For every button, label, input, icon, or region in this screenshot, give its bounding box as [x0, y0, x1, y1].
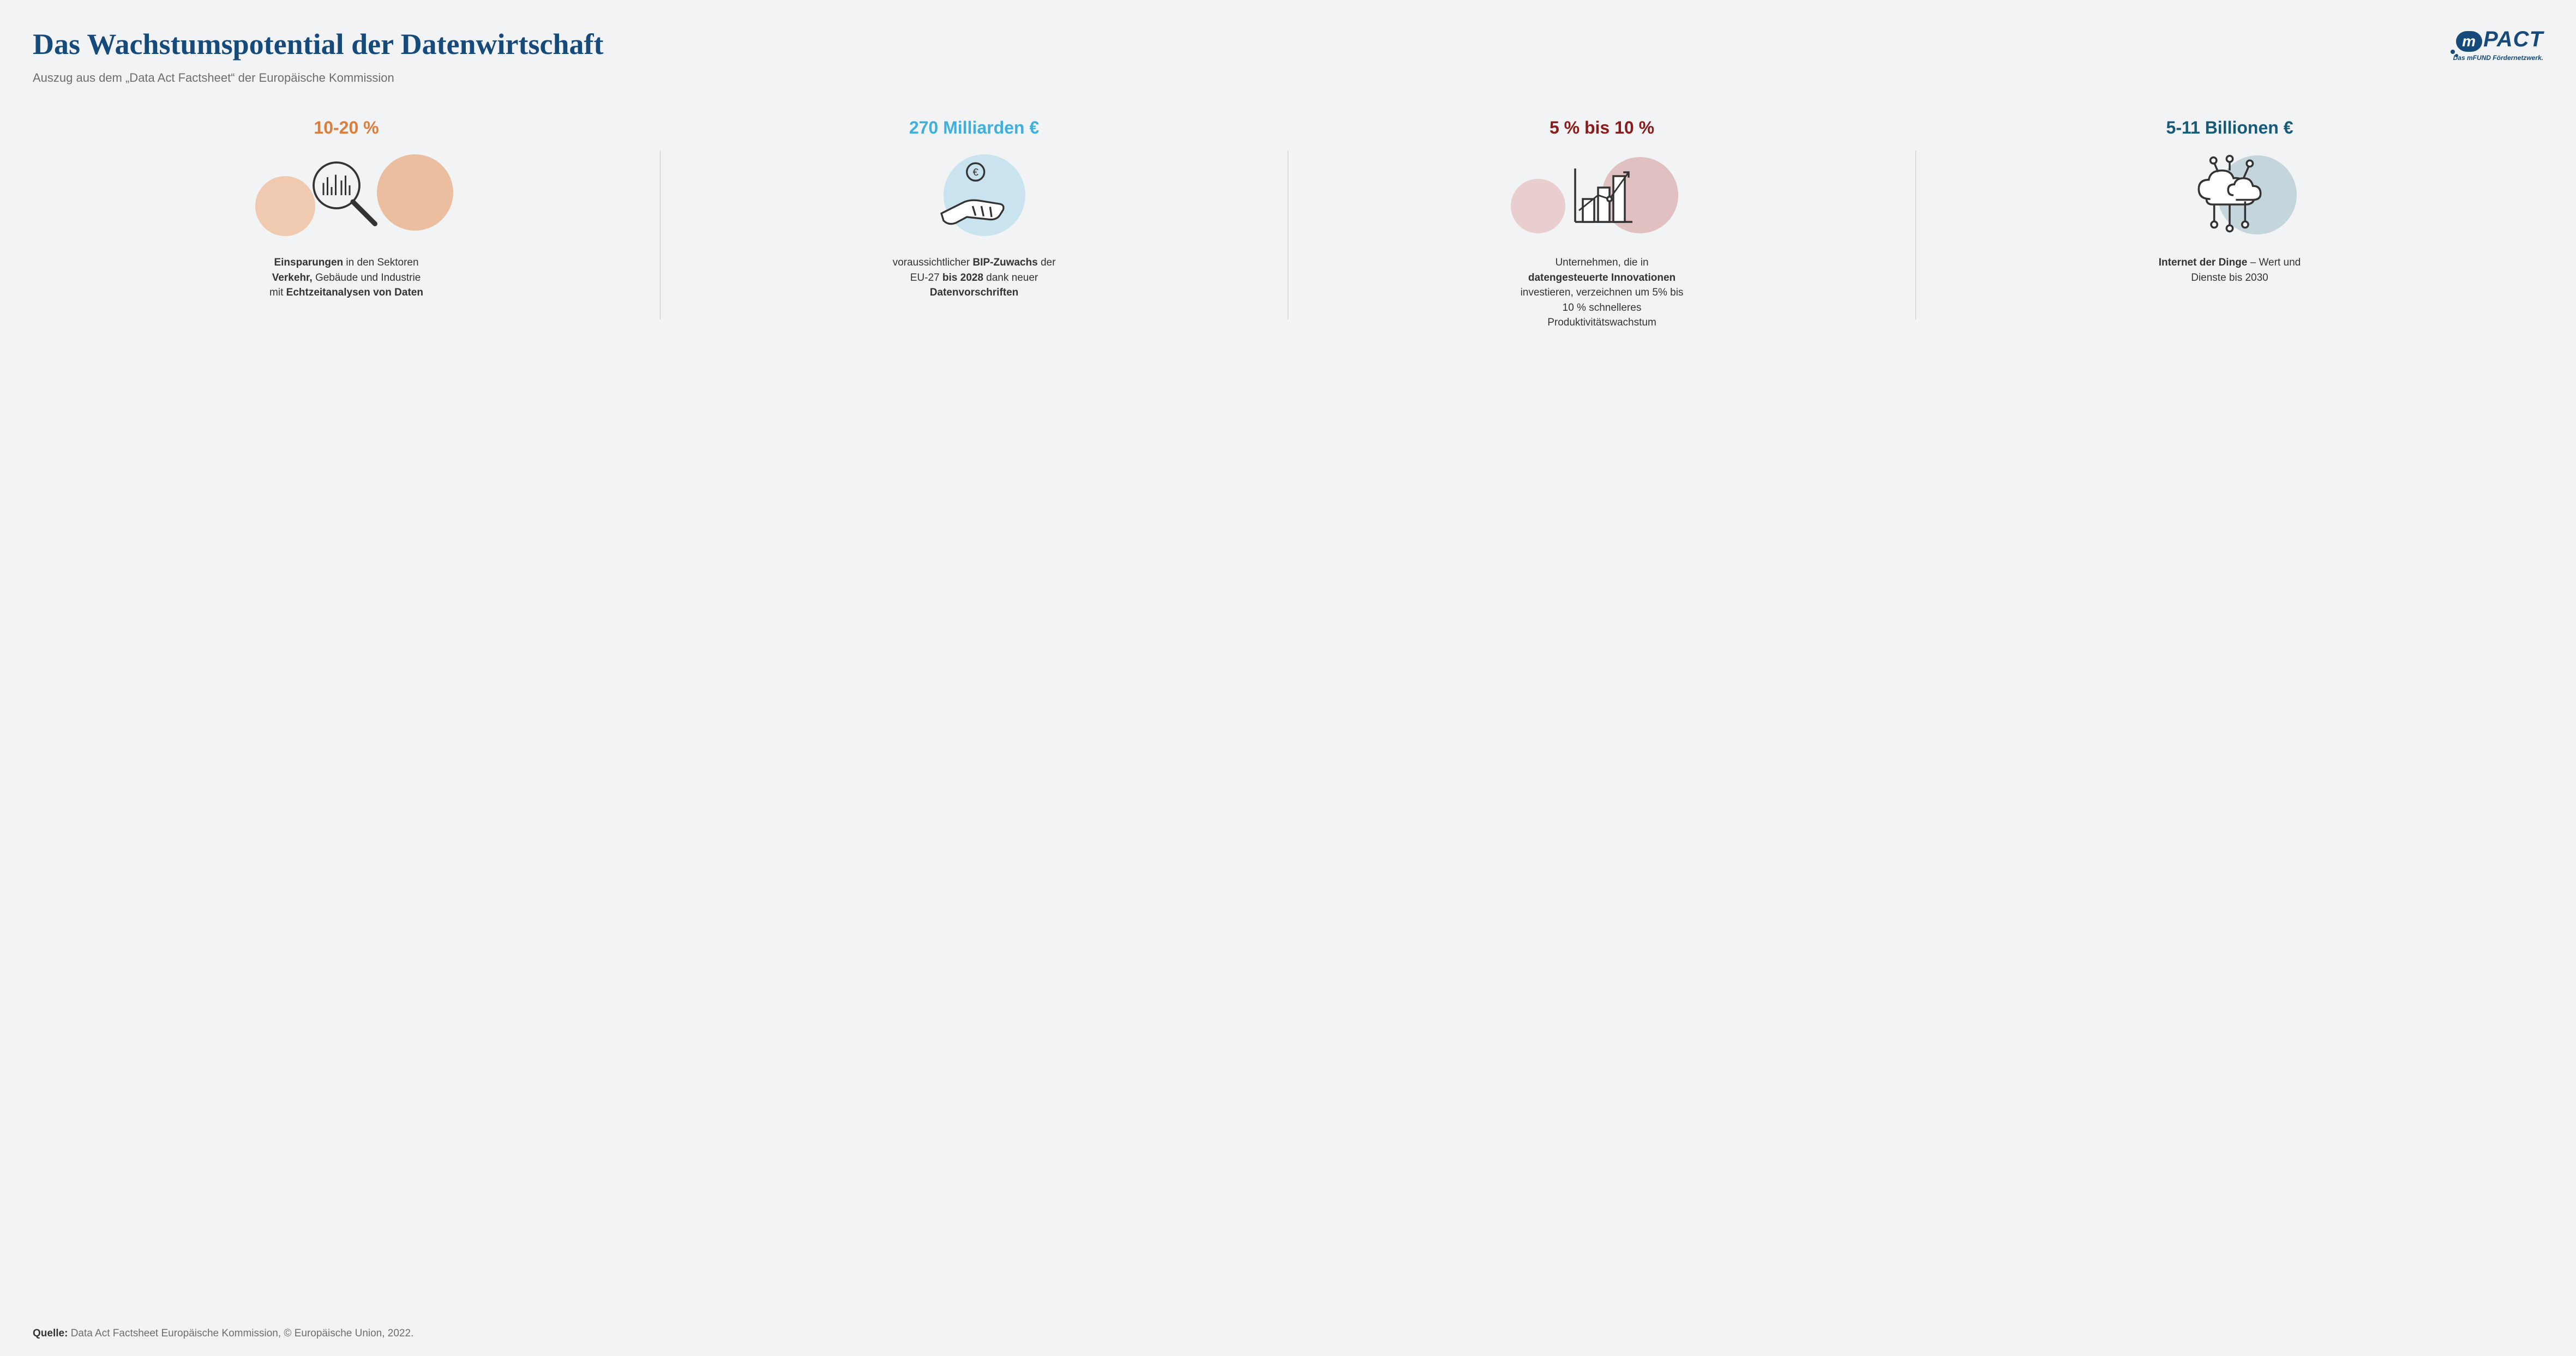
header: Das Wachstumspotential der Datenwirtscha…	[33, 27, 2543, 85]
stat-value: 10-20 %	[43, 118, 650, 138]
stat-value: 270 Milliarden €	[670, 118, 1278, 138]
source-line: Quelle: Data Act Factsheet Europäische K…	[33, 1328, 413, 1340]
stat-value: 5-11 Billionen €	[1926, 118, 2533, 138]
logo-main: m PACT	[2453, 27, 2543, 52]
stat-desc: voraussichtlicher BIP-Zuwachs der EU-27 …	[892, 255, 1056, 300]
growth-chart-icon	[1564, 157, 1640, 233]
bg-circle	[377, 154, 453, 231]
icon-wrap	[43, 149, 650, 242]
bg-circle	[1511, 179, 1565, 233]
stats-row: 10-20 % Einsparungen in den Sektoren Ver…	[33, 118, 2543, 330]
source-text: Data Act Factsheet Europäische Kommissio…	[71, 1328, 414, 1339]
icon-wrap	[1926, 149, 2533, 242]
stat-card-gdp: 270 Milliarden € € voraussichtlicher BIP…	[660, 118, 1288, 300]
stat-desc: Internet der Dinge – Wert und Dienste bi…	[2148, 255, 2311, 285]
magnifier-chart-icon	[305, 154, 387, 236]
page-title: Das Wachstumspotential der Datenwirtscha…	[33, 27, 604, 61]
logo: m PACT Das mFUND Fördernetzwerk.	[2453, 27, 2543, 62]
logo-tagline: Das mFUND Fördernetzwerk.	[2453, 54, 2543, 62]
cloud-network-icon	[2183, 154, 2276, 236]
hand-euro-icon: €	[930, 157, 1018, 233]
icon-wrap: €	[670, 149, 1278, 242]
page-subtitle: Auszug aus dem „Data Act Factsheet“ der …	[33, 71, 604, 85]
stat-card-savings: 10-20 % Einsparungen in den Sektoren Ver…	[33, 118, 660, 300]
svg-text:€: €	[972, 166, 978, 178]
stat-card-iot: 5-11 Billionen € Internet der Dinge – We…	[1916, 118, 2543, 285]
stat-desc: Unternehmen, die in datengesteuerte Inno…	[1520, 255, 1684, 330]
stat-card-productivity: 5 % bis 10 % Unternehmen, die in datenge…	[1288, 118, 1916, 330]
stat-value: 5 % bis 10 %	[1298, 118, 1906, 138]
source-label: Quelle:	[33, 1328, 68, 1339]
title-block: Das Wachstumspotential der Datenwirtscha…	[33, 27, 604, 85]
icon-wrap	[1298, 149, 1906, 242]
stat-desc: Einsparungen in den Sektoren Verkehr, Ge…	[265, 255, 428, 300]
